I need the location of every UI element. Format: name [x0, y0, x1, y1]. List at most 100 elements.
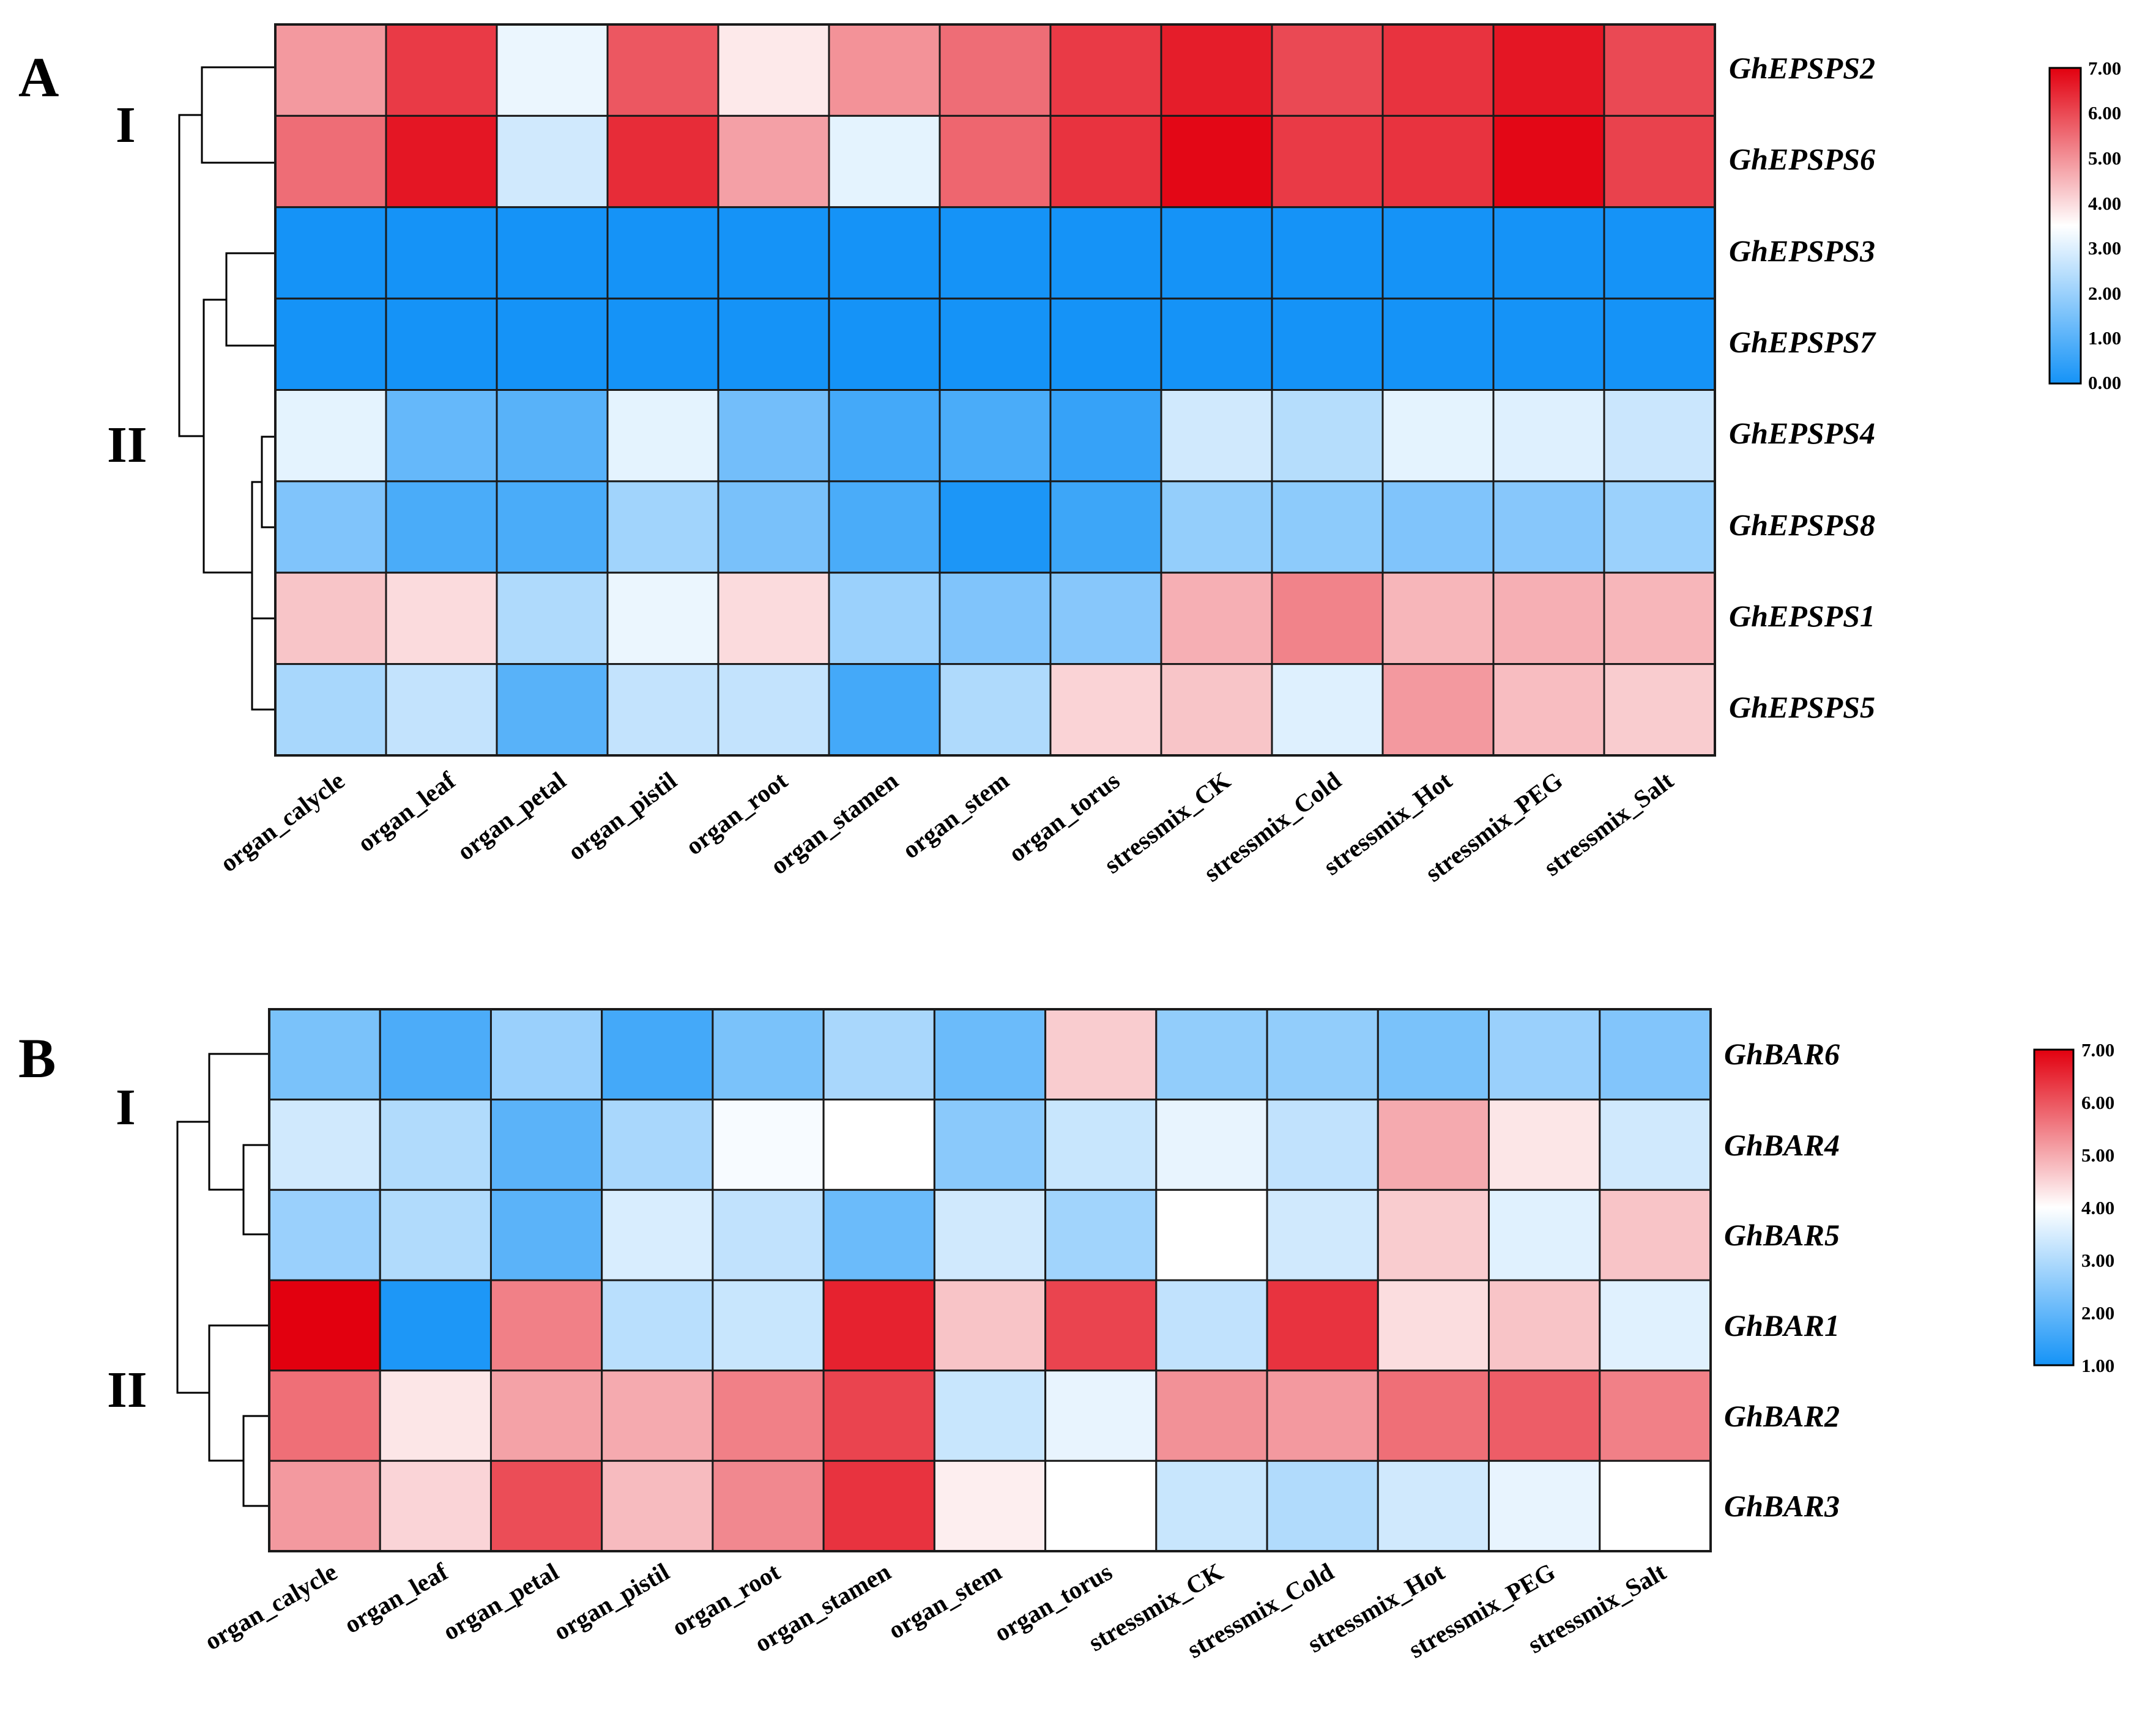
heatmap-cell [933, 1370, 1047, 1462]
heatmap-cell [496, 114, 609, 209]
heatmap-cell [1381, 206, 1495, 300]
panel-a-colorbar-tick: 6.00 [2088, 102, 2121, 124]
panel-a-dendro-branch-epsps48 [261, 436, 275, 528]
panel-b-row-labels: GhBAR6 GhBAR4 GhBAR5 GhBAR1 GhBAR2 GhBAR… [1724, 1037, 1840, 1523]
heatmap-cell [1381, 114, 1495, 209]
heatmap-cell [606, 206, 719, 300]
heatmap-cell [1160, 480, 1273, 574]
heatmap-cell [933, 1099, 1047, 1191]
heatmap-cell [1599, 1008, 1712, 1101]
heatmap-cell [1381, 571, 1495, 665]
heatmap-cell [385, 389, 498, 483]
panel-b-dendro-join-ii [208, 1324, 269, 1462]
heatmap-cell [1488, 1188, 1601, 1281]
heatmap-cell [1377, 1370, 1490, 1462]
heatmap-cell [496, 571, 609, 665]
heatmap-cell [1049, 23, 1162, 117]
panel-a-dendro-branch-epsps15 [251, 617, 275, 711]
panel-b-row-label: GhBAR3 [1724, 1489, 1840, 1523]
heatmap-cell [489, 1008, 603, 1101]
heatmap-cell [1271, 389, 1384, 483]
heatmap-cell [274, 389, 387, 483]
panel-b-column-label: organ_petal [438, 1557, 563, 1646]
heatmap-cell [822, 1459, 935, 1552]
panel-a-column-label: organ_leaf [352, 766, 461, 858]
heatmap-cell [1266, 1459, 1379, 1552]
heatmap-cell [1044, 1459, 1158, 1552]
panel-b-row-label: GhBAR6 [1724, 1037, 1840, 1071]
heatmap-cell [496, 206, 609, 300]
heatmap-cell [822, 1370, 935, 1462]
heatmap-cell [712, 1459, 825, 1552]
panel-a-colorbar-tick: 2.00 [2088, 283, 2121, 304]
panel-a-column-label: organ_root [680, 766, 793, 860]
panel-a-column-labels: organ_calycle organ_leaf organ_petal org… [215, 766, 1679, 888]
heatmap-cell [822, 1279, 935, 1372]
panel-b-row-label: GhBAR1 [1724, 1308, 1840, 1343]
panel-a-colorbar-gradient [2048, 67, 2082, 385]
panel-a: A I II GhEPSPS2 GhEPSPS6 GhEPSPS3 GhEPSP… [18, 23, 2121, 888]
heatmap-cell [1377, 1459, 1490, 1552]
heatmap-cell [601, 1459, 714, 1552]
heatmap-cell [1271, 206, 1384, 300]
heatmap-cell [717, 571, 830, 665]
heatmap-cell [828, 206, 941, 300]
panel-a-column-label: organ_petal [452, 766, 571, 866]
heatmap-cell [601, 1099, 714, 1191]
panel-a-dendro-join-ii [203, 298, 228, 574]
heatmap-cell [822, 1008, 935, 1101]
panel-b-colorbar-tick: 7.00 [2081, 1039, 2114, 1061]
panel-b-colorbar-tick: 4.00 [2081, 1197, 2114, 1218]
panel-a-cluster-i-label: I [116, 97, 136, 154]
panel-b-letter: B [18, 1027, 56, 1089]
heatmap-cell [1488, 1099, 1601, 1191]
heatmap-cell [1160, 206, 1273, 300]
heatmap-cell [828, 480, 941, 574]
panel-a-column-label: organ_pistil [562, 766, 682, 866]
panel-a-dendro-branch-epsps37 [225, 252, 275, 347]
panel-a-dendro-join-ii-inner [251, 481, 262, 664]
panel-b-dendrogram [176, 1053, 269, 1507]
heatmap-cell [268, 1370, 381, 1462]
panel-b-colorbar-tick: 5.00 [2081, 1144, 2114, 1166]
heatmap-cell [489, 1279, 603, 1372]
panel-b-colorbar-gradient [2033, 1048, 2075, 1366]
heatmap-cell [1377, 1099, 1490, 1191]
panel-a-column-label: organ_stem [897, 766, 1014, 864]
heatmap-cell [712, 1099, 825, 1191]
panel-a-row-label: GhEPSPS8 [1729, 508, 1875, 542]
heatmap-cell [379, 1459, 492, 1552]
heatmap-cell [379, 1279, 492, 1372]
heatmap-cell [274, 114, 387, 209]
heatmap-cell [606, 297, 719, 391]
heatmap-cell [712, 1279, 825, 1372]
heatmap-cell [1599, 1370, 1712, 1462]
heatmap-cell [1160, 663, 1273, 757]
heatmap-cell [1049, 389, 1162, 483]
heatmap-cell [1492, 389, 1605, 483]
heatmap-cell [606, 480, 719, 574]
heatmap-cell [379, 1188, 492, 1281]
panel-a-colorbar-tick: 7.00 [2088, 57, 2121, 79]
heatmap-cell [939, 114, 1052, 209]
heatmap-cell [268, 1099, 381, 1191]
heatmap-frame [274, 23, 1716, 757]
heatmap-cell [268, 1279, 381, 1372]
heatmap-cell [1044, 1008, 1158, 1101]
heatmap-cell [933, 1008, 1047, 1101]
heatmap-cell [1488, 1008, 1601, 1101]
heatmap-cell [606, 114, 719, 209]
panel-a-dendro-root [178, 114, 204, 437]
heatmap-cell [828, 663, 941, 757]
heatmap-cell [606, 663, 719, 757]
heatmap-cell [1049, 480, 1162, 574]
heatmap-cell [379, 1099, 492, 1191]
heatmap-cell [268, 1459, 381, 1552]
heatmap-cell [1492, 23, 1605, 117]
panel-a-letter: A [18, 46, 59, 108]
heatmap-cell [606, 23, 719, 117]
heatmap-cell [1266, 1188, 1379, 1281]
heatmap-cell [496, 663, 609, 757]
heatmap-cell [489, 1459, 603, 1552]
